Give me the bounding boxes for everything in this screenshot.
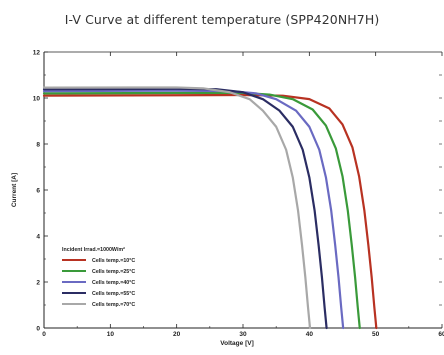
x-tick-label: 20 — [173, 331, 181, 338]
series-line-4 — [42, 87, 328, 330]
x-tick-label: 30 — [239, 331, 247, 338]
y-tick-label: 8 — [36, 141, 40, 148]
legend-label: Cells temp.=25°C — [92, 269, 135, 275]
x-tick-label: 40 — [306, 331, 314, 338]
series-lines — [42, 86, 378, 330]
legend-label: Cells temp.=55°C — [92, 291, 135, 297]
x-tick-label: 50 — [372, 331, 380, 338]
axis-ticks: 0 10 20 30 40 50 60 0 2 4 6 8 10 12 — [33, 49, 444, 338]
legend-label: Cells temp.=40°C — [92, 280, 135, 286]
y-tick-label: 6 — [36, 187, 40, 194]
y-tick-label: 10 — [33, 95, 41, 102]
y-tick-label: 0 — [36, 325, 40, 332]
legend: Incident Irrad.=1000W/m² Cells temp.=10°C… — [62, 247, 135, 308]
series-line-5 — [42, 86, 312, 330]
legend-title: Incident Irrad.=1000W/m² — [62, 247, 125, 253]
y-tick-label: 12 — [33, 49, 41, 56]
x-tick-label: 10 — [107, 331, 115, 338]
y-axis-label: Current [A] — [11, 173, 18, 207]
y-tick-label: 2 — [36, 279, 40, 286]
x-axis-label: Voltage [V] — [220, 340, 253, 347]
legend-label: Cells temp.=70°C — [92, 302, 135, 308]
x-tick-label: 0 — [42, 331, 46, 338]
legend-label: Cells temp.=10°C — [92, 258, 135, 264]
x-tick-label: 60 — [438, 331, 444, 338]
chart-title: I-V Curve at different temperature (SPP4… — [64, 12, 380, 27]
y-tick-label: 4 — [36, 233, 40, 240]
